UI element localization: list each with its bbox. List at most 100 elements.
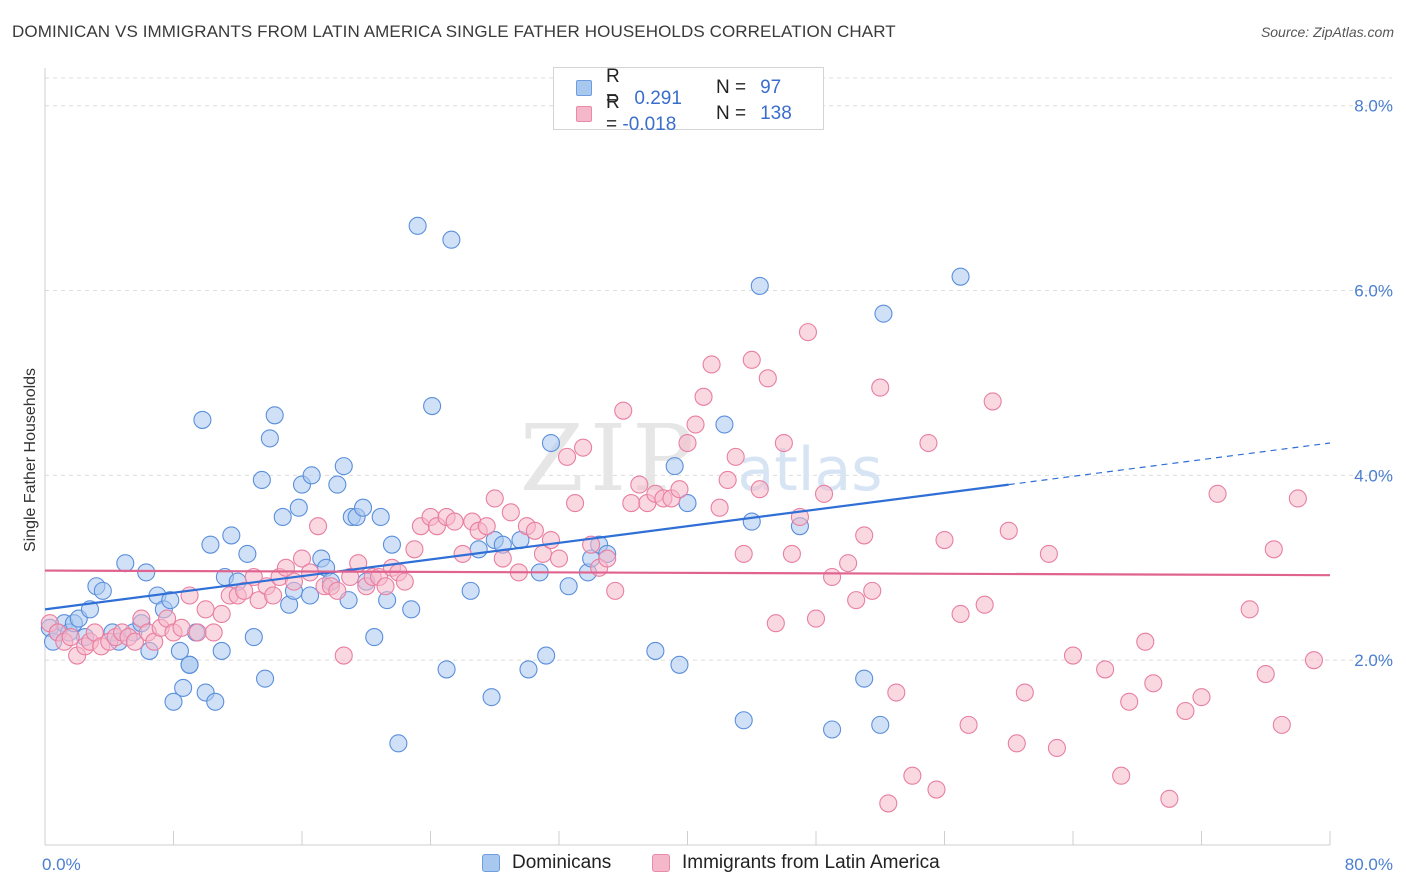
data-point: [557, 447, 577, 466]
data-point: [614, 401, 633, 420]
legend-swatch-immigrants: [652, 854, 670, 872]
data-point: [334, 457, 353, 476]
data-point: [774, 433, 793, 453]
data-point: [1063, 646, 1083, 665]
data-point: [1208, 484, 1227, 503]
series-immigrants-latin-america: [40, 323, 1323, 813]
data-point: [1120, 692, 1139, 711]
trend-lines: [44, 442, 1331, 611]
data-point: [477, 517, 496, 536]
source-label: Source: ZipAtlas.com: [1260, 24, 1394, 40]
data-point: [702, 355, 721, 374]
data-point: [61, 628, 80, 647]
legend-n-label: N =: [716, 77, 747, 98]
data-point: [238, 544, 257, 563]
data-point: [951, 604, 970, 624]
data-point: [170, 641, 189, 660]
legend-label-dominicans: Dominicans: [512, 852, 612, 873]
data-point: [328, 475, 347, 494]
data-point: [758, 369, 777, 388]
data-point: [1015, 683, 1034, 702]
data-point: [541, 530, 561, 550]
data-point: [734, 711, 753, 730]
data-point: [1007, 734, 1026, 753]
data-point: [188, 623, 207, 642]
data-point: [766, 614, 785, 633]
data-point: [328, 581, 347, 600]
data-point: [137, 563, 156, 582]
data-point: [710, 498, 729, 517]
data-point: [670, 655, 689, 674]
data-point: [437, 660, 456, 679]
data-point: [686, 415, 705, 434]
data-point: [204, 623, 223, 642]
data-point: [116, 554, 135, 573]
data-point: [172, 618, 191, 637]
series-dominicans: [40, 216, 970, 753]
data-point: [871, 715, 890, 734]
data-point: [887, 683, 906, 702]
data-point: [855, 669, 874, 688]
data-point: [382, 535, 402, 554]
data-point: [273, 507, 292, 526]
legend-swatch-dominicans: [482, 854, 500, 872]
data-point: [212, 641, 231, 660]
data-point: [823, 720, 842, 739]
data-point: [541, 433, 561, 453]
data-point: [983, 392, 1002, 411]
legend-swatch-blue: [576, 80, 592, 96]
data-point: [376, 577, 395, 596]
data-point: [423, 397, 442, 416]
data-point: [501, 503, 520, 522]
data-point: [482, 688, 501, 707]
data-point: [559, 577, 578, 596]
data-point: [742, 350, 761, 369]
data-point: [395, 572, 414, 591]
data-point: [935, 530, 954, 550]
data-point: [1288, 489, 1307, 508]
data-point: [161, 591, 180, 610]
y-tick-label: 4.0%: [1354, 466, 1393, 485]
data-point: [193, 410, 212, 429]
data-point: [408, 216, 427, 235]
data-point: [244, 628, 263, 647]
data-point: [574, 438, 593, 457]
data-point: [1144, 674, 1163, 693]
data-point: [1264, 540, 1283, 559]
data-point: [951, 267, 970, 286]
x-tick-label: 0.0%: [42, 855, 81, 874]
data-point: [646, 641, 665, 660]
data-point: [919, 433, 938, 453]
legend-n-label: N =: [716, 103, 747, 124]
legend-r-label: R =: [606, 92, 620, 135]
data-point: [1160, 789, 1179, 808]
legend-row-immigrants: R = -0.018 N = 138: [576, 92, 792, 135]
y-tick-label: 6.0%: [1354, 282, 1393, 301]
legend-r-value: -0.018: [622, 114, 677, 135]
data-point: [402, 600, 421, 619]
data-point: [302, 466, 321, 485]
data-point: [206, 692, 225, 711]
legend-item-dominicans[interactable]: Dominicans: [482, 852, 611, 874]
data-point: [235, 581, 254, 600]
data-point: [353, 498, 373, 517]
data-point: [806, 609, 826, 628]
data-point: [371, 507, 390, 526]
data-point: [927, 780, 946, 799]
data-point: [715, 415, 734, 434]
data-point: [798, 323, 818, 342]
data-point: [670, 480, 689, 499]
data-point: [405, 540, 424, 559]
data-point: [566, 494, 585, 513]
data-point: [742, 512, 761, 531]
data-point: [300, 586, 320, 605]
data-point: [999, 521, 1018, 540]
stats-legend: R = 0.291 N = 97 R = -0.018 N = 138: [553, 66, 824, 135]
legend-label-immigrants: Immigrants from Latin America: [682, 852, 940, 873]
data-point: [782, 544, 801, 563]
data-point: [461, 581, 480, 600]
legend-item-immigrants[interactable]: Immigrants from Latin America: [652, 852, 940, 874]
data-point: [975, 595, 994, 614]
data-point: [598, 549, 617, 568]
data-point: [164, 692, 183, 711]
